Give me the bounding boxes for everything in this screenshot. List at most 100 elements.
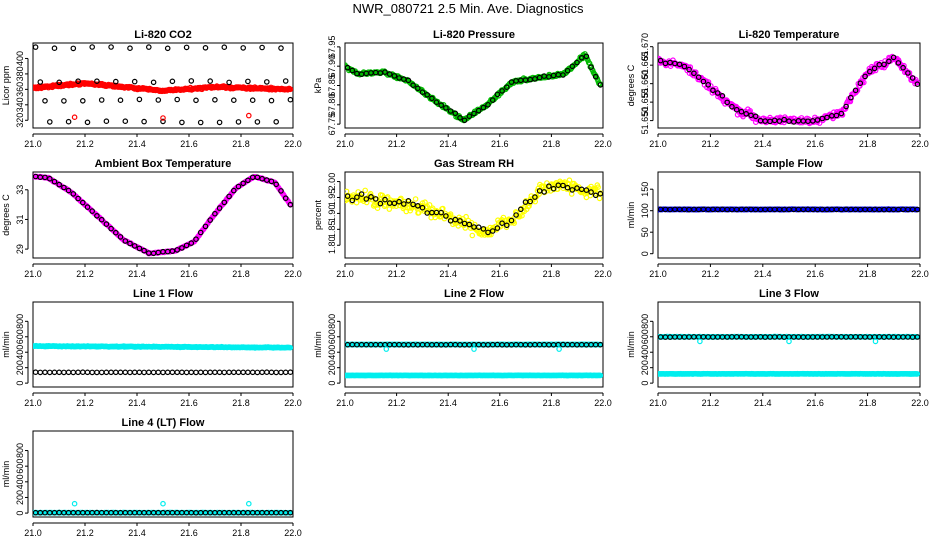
x-tick-label: 21.6 bbox=[806, 398, 824, 408]
data-point bbox=[146, 369, 152, 376]
x-tick-label: 22.0 bbox=[594, 398, 612, 408]
data-point bbox=[282, 195, 289, 202]
y-tick-label: 800 bbox=[15, 314, 25, 329]
series-ave bbox=[345, 182, 603, 236]
x-tick-label: 21.2 bbox=[702, 269, 720, 279]
y-tick-label: 50 bbox=[640, 227, 650, 237]
data-point bbox=[881, 61, 887, 68]
data-point bbox=[84, 204, 91, 210]
data-point bbox=[595, 184, 601, 191]
data-point bbox=[457, 218, 463, 224]
data-point bbox=[169, 369, 176, 376]
series-ave bbox=[33, 369, 293, 376]
data-point bbox=[469, 232, 476, 239]
data-point bbox=[193, 236, 199, 243]
data-point bbox=[103, 118, 110, 125]
data-point bbox=[268, 97, 275, 104]
data-point bbox=[566, 177, 573, 184]
data-point bbox=[824, 114, 830, 121]
data-point bbox=[574, 59, 580, 66]
data-point bbox=[560, 182, 566, 189]
data-point bbox=[212, 97, 218, 103]
data-point bbox=[862, 73, 868, 80]
x-tick-label: 21.2 bbox=[76, 398, 94, 408]
data-point bbox=[131, 243, 138, 249]
data-point bbox=[42, 174, 48, 181]
data-point bbox=[363, 196, 370, 202]
data-point bbox=[833, 112, 840, 119]
data-point bbox=[221, 199, 228, 206]
data-point bbox=[75, 369, 81, 376]
data-point bbox=[226, 369, 232, 376]
data-point bbox=[179, 119, 185, 126]
y-tick-label: 800 bbox=[15, 443, 25, 458]
data-point bbox=[852, 87, 859, 94]
data-point bbox=[263, 177, 270, 183]
x-tick-label: 21.8 bbox=[232, 139, 250, 149]
data-point bbox=[419, 89, 426, 96]
data-point bbox=[733, 106, 740, 113]
data-point bbox=[193, 97, 199, 104]
data-point bbox=[282, 78, 289, 84]
y-tick-label: 400 bbox=[640, 345, 650, 360]
data-point bbox=[216, 205, 223, 211]
y-tick-label: 67.85 bbox=[327, 74, 337, 97]
data-point bbox=[235, 119, 242, 125]
x-tick-label: 21.8 bbox=[859, 269, 877, 279]
data-point bbox=[345, 64, 351, 71]
series-ave bbox=[345, 53, 603, 124]
data-point bbox=[390, 203, 396, 209]
data-point bbox=[268, 369, 275, 376]
data-point bbox=[658, 57, 664, 64]
data-point bbox=[532, 194, 538, 200]
data-point bbox=[890, 54, 897, 61]
data-point bbox=[556, 346, 562, 352]
data-point bbox=[235, 183, 242, 190]
data-point bbox=[282, 369, 289, 376]
data-point bbox=[714, 90, 721, 96]
data-point bbox=[536, 74, 543, 81]
data-marks bbox=[658, 333, 920, 377]
data-point bbox=[56, 369, 63, 376]
data-point bbox=[103, 221, 110, 227]
data-point bbox=[131, 369, 138, 376]
data-point bbox=[519, 212, 525, 219]
data-point bbox=[245, 177, 251, 184]
data-point bbox=[597, 82, 603, 88]
data-point bbox=[776, 118, 783, 124]
data-point bbox=[75, 78, 81, 85]
x-tick-label: 21.4 bbox=[128, 528, 146, 538]
y-tick-label: 0 bbox=[640, 381, 650, 386]
data-point bbox=[410, 201, 416, 208]
chart-title: Line 2 Flow bbox=[444, 288, 504, 300]
x-tick-label: 21.2 bbox=[388, 139, 406, 149]
data-point bbox=[422, 199, 428, 206]
chart-title: Line 1 Flow bbox=[133, 288, 193, 300]
data-point bbox=[872, 338, 879, 345]
data-point bbox=[724, 99, 731, 106]
data-point bbox=[113, 369, 119, 376]
data-point bbox=[89, 369, 96, 376]
data-point bbox=[117, 369, 124, 376]
data-point bbox=[61, 369, 67, 376]
data-point bbox=[710, 87, 716, 94]
data-point bbox=[98, 369, 105, 376]
y-tick-label: 0 bbox=[640, 251, 650, 256]
chart-title: Sample Flow bbox=[755, 158, 823, 170]
data-point bbox=[546, 74, 552, 80]
data-point bbox=[532, 76, 538, 82]
x-tick-label: 21.8 bbox=[543, 139, 561, 149]
y-tick-label: 51.655 bbox=[640, 88, 650, 116]
data-point bbox=[560, 72, 566, 78]
data-point bbox=[447, 108, 454, 114]
data-point bbox=[447, 211, 454, 217]
data-point bbox=[273, 119, 280, 125]
plot-frame bbox=[657, 301, 921, 388]
x-tick-label: 21.8 bbox=[859, 139, 877, 149]
data-point bbox=[382, 69, 388, 75]
x-tick-label: 21.2 bbox=[702, 398, 720, 408]
data-point bbox=[65, 187, 72, 194]
data-point bbox=[583, 187, 590, 193]
